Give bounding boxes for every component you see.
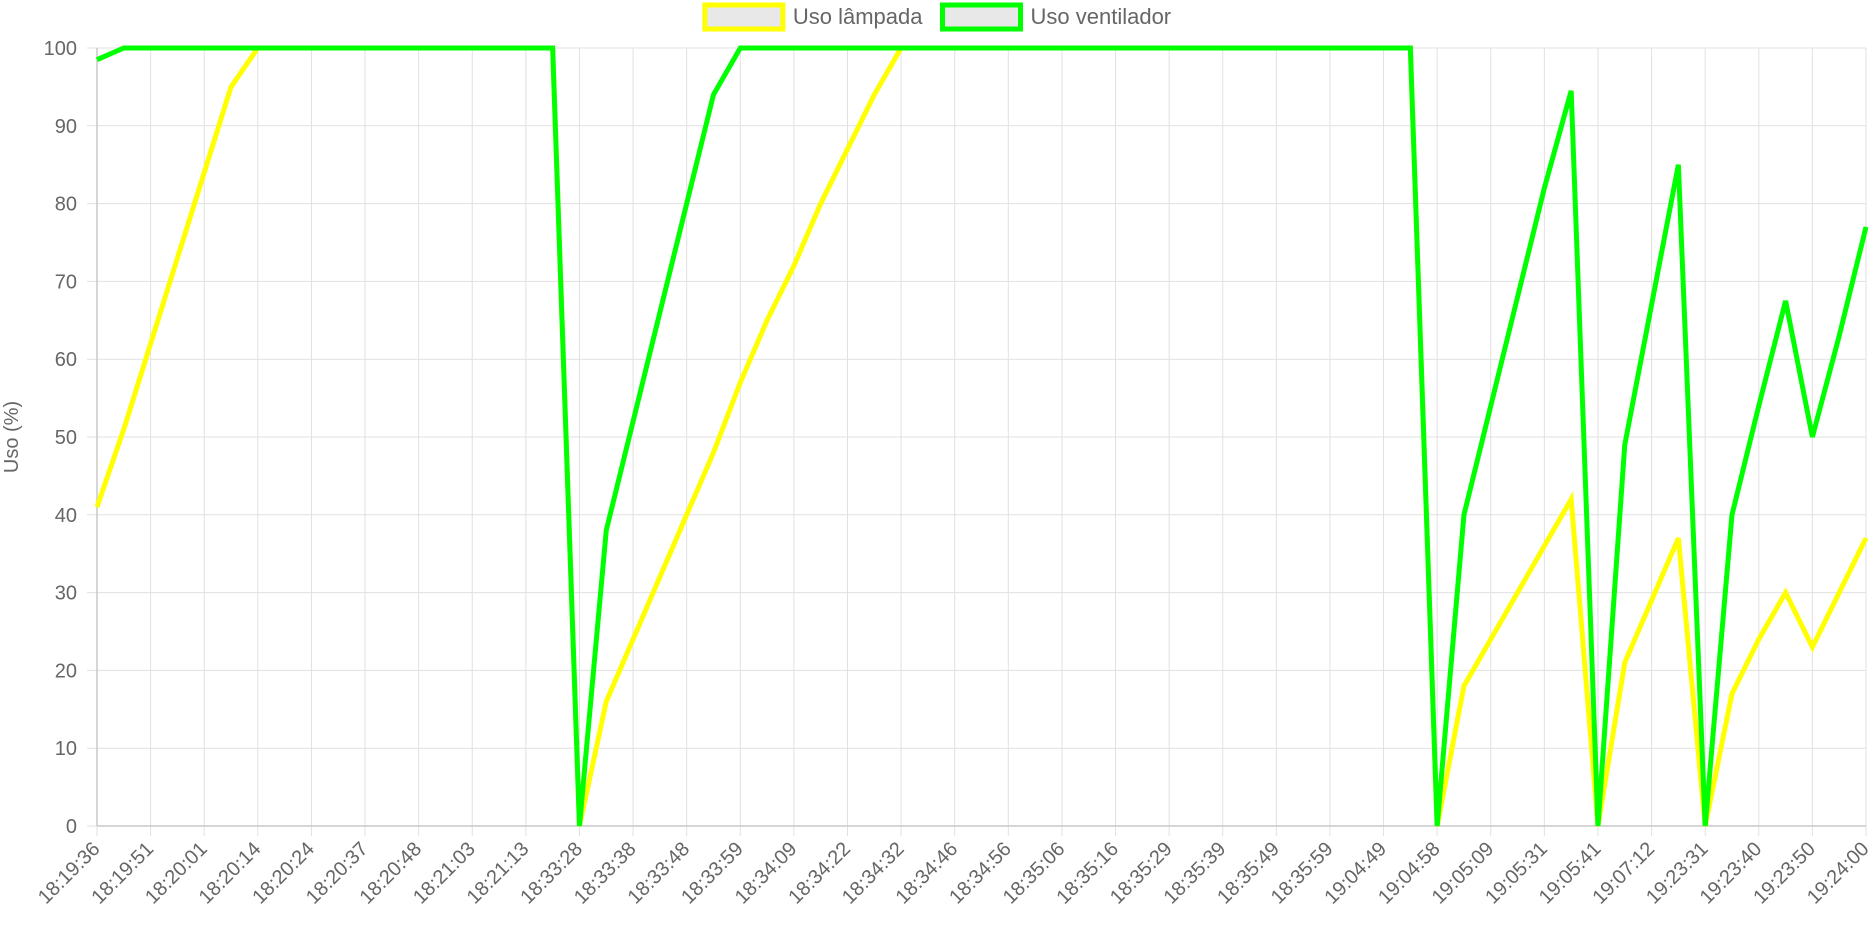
legend-item-0[interactable]: Uso lâmpada bbox=[702, 2, 923, 32]
series-lines bbox=[94, 45, 1869, 827]
legend-label: Uso ventilador bbox=[1031, 4, 1172, 29]
y-tick-label: 30 bbox=[55, 583, 77, 605]
y-tick-label: 100 bbox=[44, 38, 77, 60]
y-tick-label: 0 bbox=[66, 816, 77, 838]
y-tick-label: 70 bbox=[55, 271, 77, 293]
legend-swatch bbox=[940, 2, 1023, 32]
y-tick-label: 50 bbox=[55, 427, 77, 449]
y-tick-label: 90 bbox=[55, 116, 77, 138]
legend-item-1[interactable]: Uso ventilador bbox=[940, 2, 1172, 32]
series-line-1 bbox=[96, 45, 1869, 827]
legend-swatch bbox=[702, 2, 786, 32]
legend: Uso lâmpada Uso ventilador bbox=[702, 2, 1172, 32]
y-tick-label: 10 bbox=[55, 738, 77, 760]
y-tick-label: 80 bbox=[55, 194, 77, 216]
y-tick-label: 20 bbox=[55, 660, 77, 682]
grid-lines bbox=[87, 47, 1867, 836]
y-tick-label: 60 bbox=[55, 349, 77, 371]
y-tick-label: 40 bbox=[55, 505, 77, 527]
y-axis-title: Uso (%) bbox=[1, 401, 23, 473]
legend-label: Uso lâmpada bbox=[793, 4, 923, 29]
